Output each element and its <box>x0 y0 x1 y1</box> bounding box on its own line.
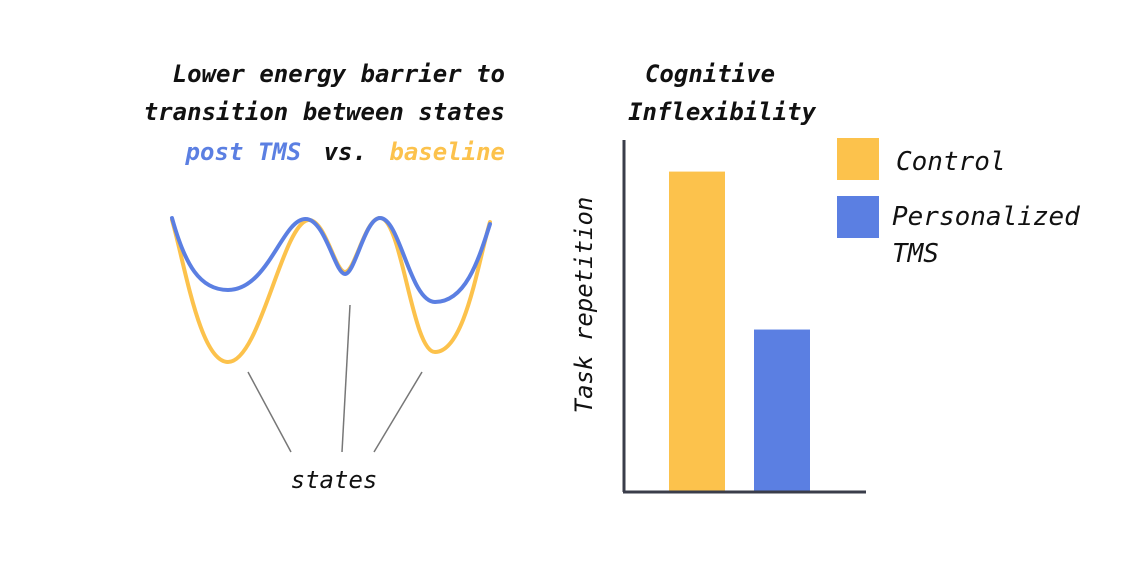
diagram-title-line-1: Lower energy barrier to <box>173 60 505 88</box>
state-pointer-middle <box>341 304 351 453</box>
bars-group <box>669 171 810 491</box>
state-pointer-right <box>373 371 423 453</box>
legend-label-personalized: Personalized <box>892 202 1080 232</box>
energy-diagram: Lower energy barrier to transition betwe… <box>144 60 505 494</box>
y-axis-label: Task repetition <box>570 197 598 414</box>
vs-label: vs. <box>324 138 367 166</box>
legend-swatch-control <box>837 138 879 180</box>
legend-label-control: Control <box>896 147 1006 177</box>
bar-control <box>669 171 725 491</box>
post-tms-energy-curve <box>170 215 492 305</box>
states-label: states <box>291 466 378 494</box>
state-pointer-left <box>247 371 292 453</box>
chart-title-line-2: Inflexibility <box>628 98 816 126</box>
diagram-title-line-2: transition between states <box>144 98 505 126</box>
diagram-subtitle: post TMS vs. baseline <box>185 138 505 166</box>
legend-swatch-personalized-tms <box>837 196 879 238</box>
bar-chart: Cognitive Inflexibility Task repetition … <box>570 60 1080 494</box>
post-tms-label: post TMS <box>185 138 302 166</box>
legend-label-tms: TMS <box>892 239 939 269</box>
bar-personalized-tms <box>754 329 810 491</box>
chart-title-line-1: Cognitive <box>645 60 775 88</box>
baseline-label: baseline <box>389 138 505 166</box>
legend: Control Personalized TMS <box>837 138 1080 269</box>
